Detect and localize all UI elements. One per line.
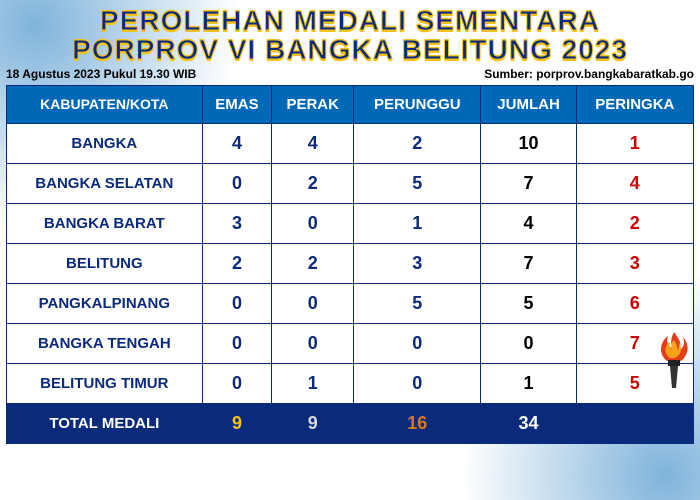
cell-silver: 2 (272, 163, 354, 203)
cell-bronze: 5 (354, 283, 481, 323)
cell-total: 0 (481, 323, 576, 363)
cell-silver: 1 (272, 363, 354, 403)
meta-timestamp: 18 Agustus 2023 Pukul 19.30 WIB (6, 67, 196, 81)
title-line-1: PEROLEHAN MEDALI SEMENTARA (0, 6, 700, 35)
cell-name: BANGKA SELATAN (7, 163, 203, 203)
table-body: BANGKA 4 4 2 10 1 BANGKA SELATAN 0 2 5 7… (7, 123, 694, 443)
cell-bronze: 0 (354, 323, 481, 363)
cell-gold: 0 (202, 283, 272, 323)
cell-total-bronze: 16 (354, 403, 481, 443)
cell-gold: 4 (202, 123, 272, 163)
cell-rank: 6 (576, 283, 693, 323)
cell-bronze: 2 (354, 123, 481, 163)
cell-total: 1 (481, 363, 576, 403)
cell-total-rank (576, 403, 693, 443)
cell-silver: 4 (272, 123, 354, 163)
col-gold: EMAS (202, 85, 272, 123)
cell-gold: 0 (202, 363, 272, 403)
cell-name: PANGKALPINANG (7, 283, 203, 323)
cell-silver: 0 (272, 323, 354, 363)
medal-table: KABUPATEN/KOTA EMAS PERAK PERUNGGU JUMLA… (6, 85, 694, 444)
cell-gold: 3 (202, 203, 272, 243)
cell-gold: 0 (202, 163, 272, 203)
col-silver: PERAK (272, 85, 354, 123)
col-total: JUMLAH (481, 85, 576, 123)
col-rank: PERINGKA (576, 85, 693, 123)
cell-total-label: TOTAL MEDALI (7, 403, 203, 443)
cell-silver: 2 (272, 243, 354, 283)
cell-total: 4 (481, 203, 576, 243)
cell-name: BANGKA TENGAH (7, 323, 203, 363)
title-line-2: PORPROV VI BANGKA BELITUNG 2023 (0, 35, 700, 64)
table-total-row: TOTAL MEDALI 9 9 16 34 (7, 403, 694, 443)
cell-bronze: 3 (354, 243, 481, 283)
cell-total: 5 (481, 283, 576, 323)
cell-total: 7 (481, 243, 576, 283)
cell-total-silver: 9 (272, 403, 354, 443)
cell-total: 10 (481, 123, 576, 163)
cell-name: BELITUNG (7, 243, 203, 283)
table-row: BANGKA 4 4 2 10 1 (7, 123, 694, 163)
meta-row: 18 Agustus 2023 Pukul 19.30 WIB Sumber: … (0, 65, 700, 85)
cell-name: BANGKA BARAT (7, 203, 203, 243)
cell-gold: 2 (202, 243, 272, 283)
table-header-row: KABUPATEN/KOTA EMAS PERAK PERUNGGU JUMLA… (7, 85, 694, 123)
table-row: BELITUNG 2 2 3 7 3 (7, 243, 694, 283)
cell-bronze: 5 (354, 163, 481, 203)
cell-bronze: 1 (354, 203, 481, 243)
table-row: PANGKALPINANG 0 0 5 5 6 (7, 283, 694, 323)
cell-rank: 1 (576, 123, 693, 163)
meta-source: Sumber: porprov.bangkabaratkab.go (484, 67, 694, 81)
cell-total-sum: 34 (481, 403, 576, 443)
cell-name: BANGKA (7, 123, 203, 163)
table-row: BANGKA SELATAN 0 2 5 7 4 (7, 163, 694, 203)
cell-name: BELITUNG TIMUR (7, 363, 203, 403)
cell-gold: 0 (202, 323, 272, 363)
cell-total: 7 (481, 163, 576, 203)
cell-rank: 2 (576, 203, 693, 243)
col-region: KABUPATEN/KOTA (7, 85, 203, 123)
cell-silver: 0 (272, 203, 354, 243)
cell-rank: 3 (576, 243, 693, 283)
cell-rank: 4 (576, 163, 693, 203)
title-block: PEROLEHAN MEDALI SEMENTARA PORPROV VI BA… (0, 0, 700, 65)
table-row: BELITUNG TIMUR 0 1 0 1 5 (7, 363, 694, 403)
col-bronze: PERUNGGU (354, 85, 481, 123)
table-row: BANGKA BARAT 3 0 1 4 2 (7, 203, 694, 243)
cell-silver: 0 (272, 283, 354, 323)
torch-icon (656, 330, 692, 390)
cell-total-gold: 9 (202, 403, 272, 443)
table-row: BANGKA TENGAH 0 0 0 0 7 (7, 323, 694, 363)
cell-bronze: 0 (354, 363, 481, 403)
